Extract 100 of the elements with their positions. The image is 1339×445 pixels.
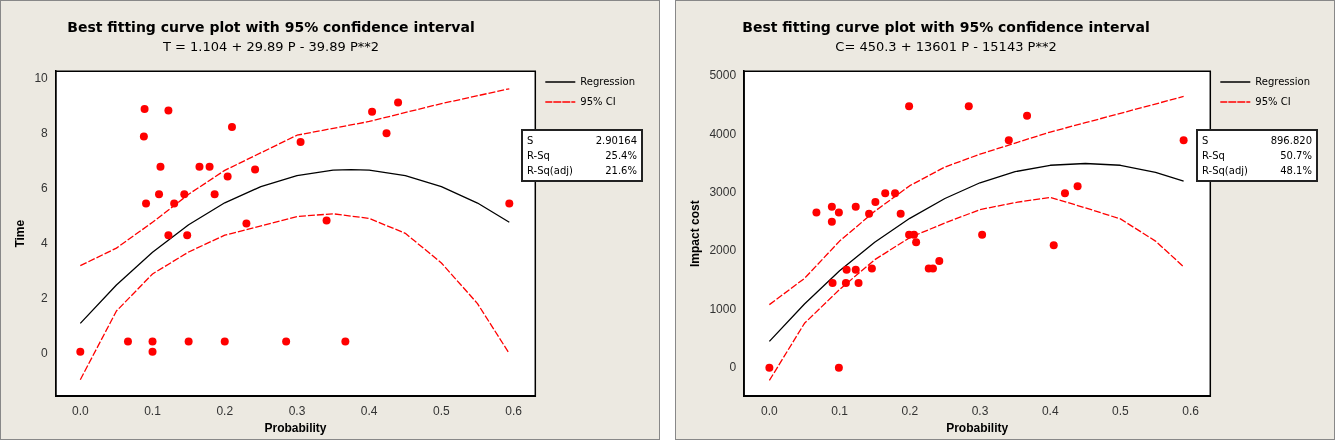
point: [164, 106, 173, 115]
x-tick-label: 0.3: [288, 403, 306, 418]
point: [142, 199, 151, 208]
point: [827, 217, 836, 226]
text: R-Sq 50.7%: [1202, 150, 1312, 161]
point: [841, 279, 850, 288]
chart-title: Best fitting curve plot with 95% confidence interval: [741, 19, 1151, 35]
point: [865, 209, 874, 218]
point: [341, 337, 350, 346]
legend-label: Regression: [1255, 75, 1311, 87]
point: [765, 363, 774, 372]
point: [394, 98, 403, 107]
text: R-Sq 25.4%: [527, 150, 637, 161]
point: [148, 337, 157, 346]
y-tick-label: 4000: [709, 126, 737, 141]
x-tick-label: 0.6: [505, 403, 523, 418]
point: [1060, 189, 1069, 198]
y-axis-title: Time: [12, 219, 27, 248]
x-tick-label: 0.6: [1182, 403, 1200, 418]
y-tick-label: 5000: [709, 68, 737, 83]
x-axis-title: Probability: [946, 421, 1009, 436]
x-tick-label: 0.3: [971, 403, 989, 418]
point: [851, 265, 860, 274]
y-tick-label: 2000: [709, 243, 737, 258]
point: [183, 231, 192, 240]
point: [180, 190, 189, 199]
point: [227, 122, 236, 131]
point: [834, 208, 843, 217]
point: [282, 337, 291, 346]
point: [964, 102, 973, 111]
point: [170, 199, 179, 208]
point: [1023, 111, 1032, 120]
point: [834, 363, 843, 372]
point: [505, 199, 514, 208]
chart-title: Best fitting curve plot with 95% confidence interval: [66, 19, 476, 35]
x-tick-label: 0.4: [360, 403, 378, 418]
line-series: [79, 213, 510, 381]
point: [910, 230, 919, 239]
point: [156, 162, 165, 171]
point: [210, 190, 219, 199]
point: [851, 202, 860, 211]
line-series: [768, 196, 1185, 382]
text: R-Sq(adj) 48.1%: [1202, 165, 1312, 176]
point: [842, 265, 851, 274]
x-tick-label: 0.0: [761, 403, 779, 418]
point: [220, 337, 229, 346]
text: S 896.820: [1202, 135, 1312, 146]
point: [891, 189, 900, 198]
y-tick-label: 3000: [709, 184, 737, 199]
point: [195, 162, 204, 171]
x-tick-label: 0.1: [144, 403, 162, 418]
x-tick-label: 0.2: [901, 403, 919, 418]
y-tick-label: 1000: [709, 301, 737, 316]
point: [871, 198, 880, 207]
y-tick-label: 0: [729, 359, 737, 374]
y-tick-label: 10: [34, 71, 49, 86]
text: R-Sq(adj) 21.6%: [527, 165, 637, 176]
point: [205, 162, 214, 171]
point: [881, 189, 890, 198]
legend-label: Regression: [580, 75, 636, 87]
y-tick-label: 6: [41, 181, 49, 196]
point: [812, 208, 821, 217]
y-axis-title: Impact cost: [687, 200, 702, 268]
point: [912, 238, 921, 247]
text: S 2.90164: [527, 135, 637, 146]
point: [1073, 182, 1082, 191]
x-tick-label: 0.2: [216, 403, 234, 418]
x-tick-label: 0.4: [1041, 403, 1059, 418]
point: [251, 165, 260, 174]
x-tick-label: 0.0: [71, 403, 89, 418]
y-tick-label: 0: [41, 345, 49, 360]
point: [164, 231, 173, 240]
point: [827, 202, 836, 211]
point: [223, 172, 232, 181]
point: [296, 138, 305, 147]
y-tick-label: 4: [41, 236, 49, 251]
point: [368, 107, 377, 116]
point: [155, 190, 164, 199]
point: [828, 279, 837, 288]
line-series: [768, 95, 1185, 306]
point: [148, 347, 157, 356]
y-tick-label: 8: [41, 126, 49, 141]
point: [896, 209, 905, 218]
point: [1179, 136, 1188, 145]
chart-subtitle: T = 1.104 + 29.89 P - 39.89 P**2: [161, 39, 381, 54]
point: [242, 219, 251, 228]
point: [1049, 241, 1058, 250]
point: [382, 129, 391, 138]
point: [139, 132, 148, 141]
point: [184, 337, 193, 346]
x-axis-title: Probability: [264, 421, 327, 436]
point: [1004, 136, 1013, 145]
x-tick-label: 0.1: [831, 403, 849, 418]
point: [123, 337, 132, 346]
x-tick-label: 0.5: [433, 403, 451, 418]
point: [76, 347, 85, 356]
point: [935, 256, 944, 265]
line-series: [79, 88, 510, 267]
point: [867, 264, 876, 273]
y-tick-label: 2: [41, 290, 49, 305]
